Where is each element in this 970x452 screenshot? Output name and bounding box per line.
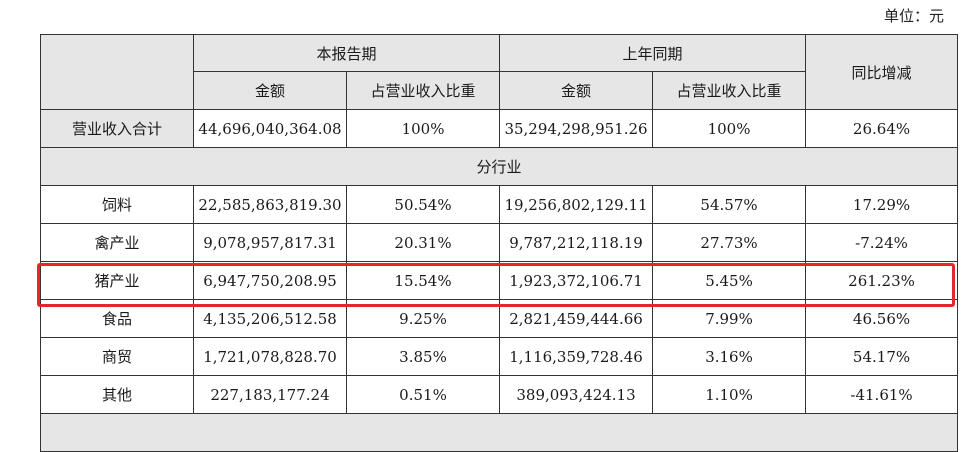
header-prior-share: 占营业收入比重 [652, 71, 807, 110]
header-row-top: 本报告期 上年同期 同比增减 [40, 34, 959, 110]
header-yoy: 同比增减 [805, 34, 959, 110]
row-prior-amount: 2,821,459,444.66 [499, 299, 654, 338]
total-cur-share: 100% [345, 109, 501, 148]
revenue-table: 本报告期 上年同期 同比增减 金额 占营业收入比重 金额 占营业收入比重 营业收… [39, 34, 959, 452]
row-prior-share: 3.16% [652, 337, 807, 376]
cut-off-row [39, 413, 959, 452]
row-cur-amount: 227,183,177.24 [193, 375, 347, 414]
row-cur-share: 50.54% [345, 185, 501, 224]
header-corner-cell [40, 34, 194, 110]
total-row: 营业收入合计 44,696,040,364.08 100% 35,294,298… [40, 109, 959, 148]
row-prior-amount: 1,116,359,728.46 [499, 337, 654, 376]
header-cur-share: 占营业收入比重 [345, 71, 501, 110]
total-yoy: 26.64% [805, 109, 959, 148]
row-prior-share: 27.73% [652, 223, 807, 262]
row-cur-amount: 4,135,206,512.58 [193, 299, 347, 338]
section-label: 分行业 [39, 147, 959, 186]
row-cur-share: 15.54% [345, 261, 501, 300]
row-prior-amount: 19,256,802,129.11 [499, 185, 654, 224]
row-cur-share: 0.51% [345, 375, 501, 414]
unit-label: 单位：元 [883, 7, 944, 25]
row-prior-share: 54.57% [652, 185, 807, 224]
row-yoy: -41.61% [805, 375, 959, 414]
table-row-partial [39, 413, 959, 452]
section-row: 分行业 [39, 147, 959, 186]
row-label: 商贸 [40, 337, 194, 376]
row-cur-amount: 1,721,078,828.70 [193, 337, 347, 376]
row-cur-share: 9.25% [345, 299, 501, 338]
row-cur-share: 3.85% [345, 337, 501, 376]
header-row-sub: 金额 占营业收入比重 金额 占营业收入比重 [41, 71, 958, 110]
header-prior-period: 上年同期 [499, 34, 807, 72]
total-label: 营业收入合计 [40, 109, 194, 148]
table-row: 禽产业 9,078,957,817.31 20.31% 9,787,212,11… [40, 223, 959, 262]
row-prior-amount: 1,923,372,106.71 [499, 261, 654, 300]
total-prior-share: 100% [652, 109, 807, 148]
row-label: 食品 [40, 299, 194, 338]
row-yoy: 261.23% [805, 261, 959, 300]
row-prior-share: 7.99% [652, 299, 807, 338]
row-cur-amount: 22,585,863,819.30 [193, 185, 347, 224]
table-row: 食品 4,135,206,512.58 9.25% 2,821,459,444.… [40, 299, 959, 338]
row-yoy: 46.56% [805, 299, 959, 338]
header-prior-amount: 金额 [499, 71, 654, 110]
row-prior-amount: 389,093,424.13 [499, 375, 654, 414]
row-cur-amount: 6,947,750,208.95 [193, 261, 347, 300]
table-row: 猪产业 6,947,750,208.95 15.54% 1,923,372,10… [40, 261, 959, 300]
total-prior-amount: 35,294,298,951.26 [499, 109, 654, 148]
row-cur-amount: 9,078,957,817.31 [193, 223, 347, 262]
table-row: 饲料 22,585,863,819.30 50.54% 19,256,802,1… [40, 185, 959, 224]
row-label: 其他 [40, 375, 194, 414]
row-prior-share: 1.10% [652, 375, 807, 414]
row-label: 饲料 [40, 185, 194, 224]
row-prior-amount: 9,787,212,118.19 [499, 223, 654, 262]
row-yoy: 54.17% [805, 337, 959, 376]
total-cur-amount: 44,696,040,364.08 [193, 109, 347, 148]
table-row: 其他 227,183,177.24 0.51% 389,093,424.13 1… [40, 375, 959, 414]
row-yoy: -7.24% [805, 223, 959, 262]
row-prior-share: 5.45% [652, 261, 807, 300]
header-cur-amount: 金额 [193, 71, 347, 110]
table-row: 商贸 1,721,078,828.70 3.85% 1,116,359,728.… [40, 337, 959, 376]
row-cur-share: 20.31% [345, 223, 501, 262]
header-current-period: 本报告期 [192, 34, 501, 72]
row-label: 猪产业 [40, 261, 194, 300]
row-label: 禽产业 [40, 223, 194, 262]
row-yoy: 17.29% [805, 185, 959, 224]
